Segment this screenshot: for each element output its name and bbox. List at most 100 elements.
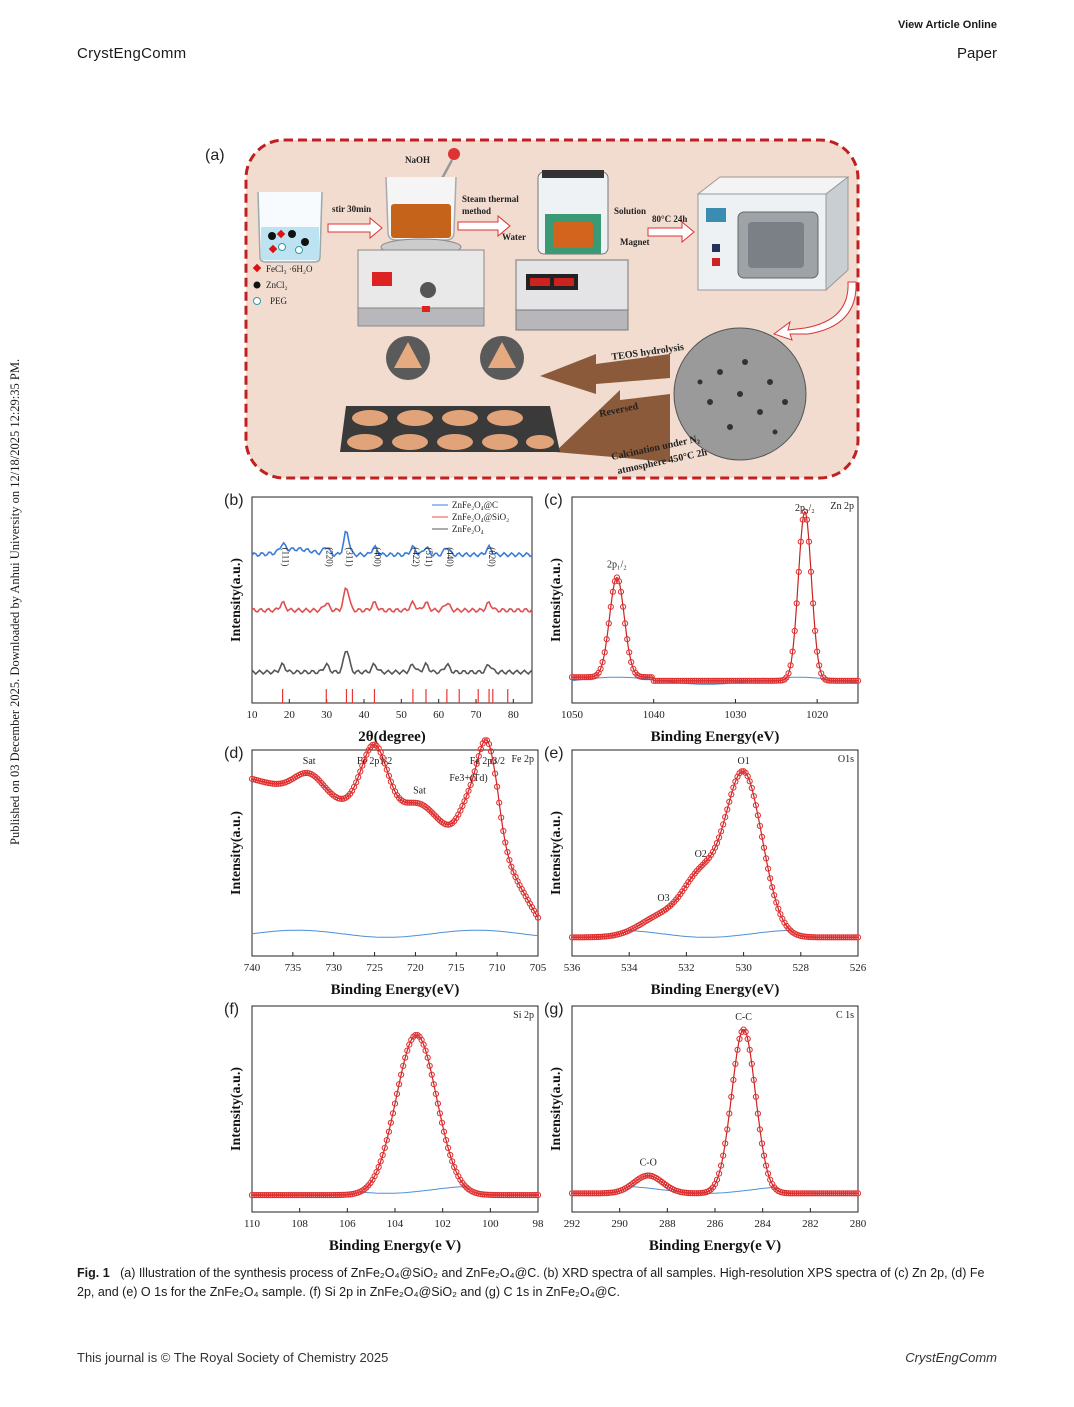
data-point bbox=[748, 677, 755, 684]
data-point bbox=[709, 1184, 717, 1191]
chart-panel-b: (b) 10 20 30 40 50 60 70 80 2θ(degree) Intensity(a… bbox=[224, 492, 533, 745]
beaker-icon bbox=[257, 191, 323, 263]
data-point bbox=[406, 799, 413, 806]
data-point bbox=[728, 677, 735, 684]
data-point bbox=[522, 1192, 529, 1199]
svg-text:NaOH: NaOH bbox=[405, 155, 430, 165]
data-point bbox=[734, 1046, 741, 1053]
data-point bbox=[746, 677, 753, 684]
x-tick-label: 290 bbox=[611, 1218, 628, 1230]
data-point bbox=[750, 677, 757, 684]
data-point bbox=[494, 1191, 501, 1199]
data-point bbox=[273, 780, 280, 788]
data-point bbox=[581, 674, 588, 681]
data-point bbox=[375, 1163, 382, 1171]
data-point bbox=[697, 863, 704, 870]
data-point bbox=[822, 934, 829, 941]
svg-text:FeCl₃ ·6H₂O: FeCl₃ ·6H₂O bbox=[266, 264, 313, 274]
data-point bbox=[748, 1060, 755, 1068]
panel-label: (b) bbox=[224, 492, 244, 509]
data-point bbox=[336, 1191, 343, 1199]
data-point bbox=[387, 1119, 394, 1126]
plot-frame bbox=[571, 749, 859, 957]
data-point bbox=[320, 1192, 327, 1199]
x-axis-label: Binding Energy(eV) bbox=[331, 982, 460, 998]
data-point bbox=[265, 779, 272, 787]
x-tick-label: 106 bbox=[339, 1218, 356, 1230]
data-point bbox=[340, 1191, 347, 1198]
hkl-label: (111) bbox=[281, 548, 291, 567]
data-point bbox=[818, 1190, 825, 1197]
data-point bbox=[840, 934, 847, 941]
data-point bbox=[781, 676, 788, 683]
data-point bbox=[496, 1192, 503, 1199]
data-point bbox=[577, 934, 584, 941]
data-point bbox=[408, 799, 415, 806]
data-point bbox=[379, 1151, 386, 1159]
data-point bbox=[432, 1090, 439, 1098]
data-point bbox=[502, 1192, 509, 1199]
data-point bbox=[447, 1151, 454, 1159]
view-article-online-link[interactable]: View Article Online bbox=[897, 19, 997, 31]
data-point bbox=[485, 741, 493, 748]
data-point bbox=[585, 1190, 592, 1197]
data-point bbox=[726, 798, 733, 805]
caption-text: (a) Illustration of the synthesis proces… bbox=[77, 1266, 985, 1299]
data-point bbox=[838, 934, 845, 941]
data-point bbox=[646, 674, 653, 681]
data-point bbox=[291, 1192, 299, 1199]
chart-title: O1s bbox=[838, 754, 854, 765]
process-arrow bbox=[772, 281, 857, 341]
data-point bbox=[846, 1190, 853, 1197]
data-point bbox=[669, 677, 676, 684]
data-point bbox=[836, 1190, 843, 1197]
data-point bbox=[483, 1191, 490, 1198]
data-point bbox=[379, 754, 386, 761]
data-point bbox=[671, 677, 678, 684]
data-point bbox=[451, 1163, 458, 1171]
data-point bbox=[642, 674, 649, 681]
x-axis-label: Binding Energy(eV) bbox=[651, 982, 780, 998]
data-point bbox=[687, 677, 694, 684]
data-point bbox=[269, 1192, 276, 1199]
data-point bbox=[530, 1192, 537, 1199]
data-point bbox=[626, 649, 633, 656]
data-point bbox=[765, 865, 772, 872]
data-point bbox=[791, 1190, 798, 1197]
svg-text:80°C 24h: 80°C 24h bbox=[652, 214, 687, 224]
svg-text:Water: Water bbox=[502, 232, 526, 242]
data-point bbox=[836, 934, 843, 941]
x-tick-label: 100 bbox=[482, 1218, 499, 1230]
data-point bbox=[846, 934, 853, 941]
x-tick-label: 110 bbox=[244, 1218, 261, 1230]
data-point bbox=[322, 1192, 329, 1199]
data-point bbox=[622, 620, 629, 627]
hkl-label: (422) bbox=[411, 547, 421, 567]
data-point bbox=[481, 1191, 488, 1198]
data-point bbox=[654, 677, 661, 684]
data-point bbox=[705, 677, 712, 684]
data-point bbox=[302, 769, 309, 777]
data-point bbox=[377, 749, 384, 756]
data-point bbox=[840, 677, 847, 684]
data-point bbox=[312, 1192, 319, 1199]
data-point bbox=[854, 677, 862, 684]
data-point bbox=[568, 1190, 576, 1197]
peak-label: O3 bbox=[657, 893, 669, 904]
data-point bbox=[664, 677, 672, 684]
data-point bbox=[799, 1190, 806, 1197]
data-point bbox=[487, 1191, 495, 1199]
svg-text:method: method bbox=[462, 206, 491, 216]
data-point bbox=[532, 1192, 540, 1199]
legend-entry: ZnFe₂O₄@SiO₂ bbox=[452, 512, 509, 522]
scheme-panel: (a) FeCl₃ ·6H₂O ZnCl₂ PEG stir 30min NaO… bbox=[205, 138, 860, 480]
data-point bbox=[257, 1192, 264, 1199]
data-point bbox=[677, 677, 684, 684]
data-point bbox=[852, 677, 860, 684]
data-point bbox=[585, 934, 592, 941]
data-point bbox=[281, 1192, 288, 1199]
data-point bbox=[342, 1191, 350, 1198]
data-point bbox=[754, 1110, 762, 1117]
data-point bbox=[785, 1190, 792, 1197]
x-tick-label: 40 bbox=[359, 709, 371, 721]
